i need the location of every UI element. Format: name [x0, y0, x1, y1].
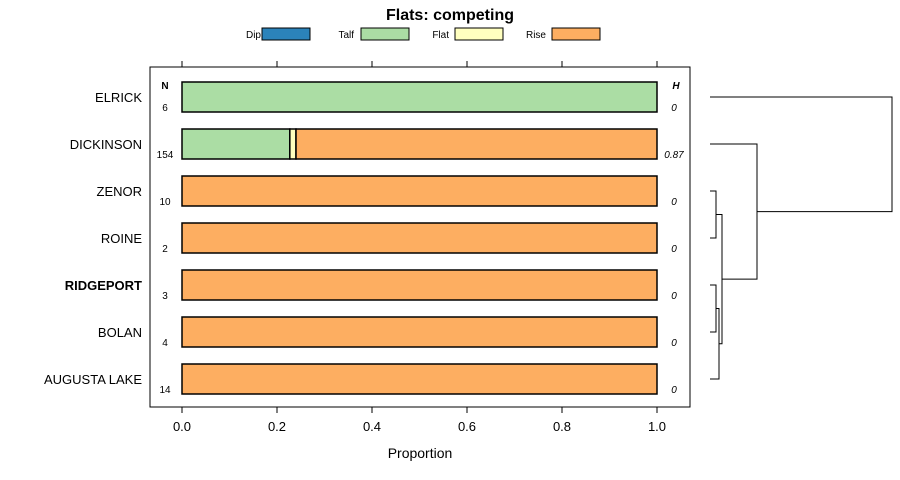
h-value: 0	[671, 291, 677, 302]
dendrogram-branch	[710, 143, 758, 280]
x-tick-label: 0.6	[458, 419, 476, 434]
legend: Dip Talf Flat Rise	[246, 27, 601, 41]
x-axis: 0.0 0.2 0.4 0.6 0.8 1.0	[173, 61, 666, 434]
bar-segment-talf	[181, 128, 291, 160]
h-value: 0	[671, 103, 677, 114]
x-tick-label: 1.0	[648, 419, 666, 434]
bar-segment-rise	[181, 269, 658, 301]
category-label: ZENOR	[97, 184, 143, 199]
legend-label-rise: Rise	[526, 30, 546, 41]
n-column-header: N	[161, 81, 168, 92]
bar-row: ELRICK 6 0	[95, 81, 677, 114]
dendrogram-branch	[710, 190, 717, 239]
n-value: 2	[162, 244, 168, 255]
n-value: 4	[162, 338, 168, 349]
bar-segment-rise	[181, 222, 658, 254]
dendrogram-branch	[710, 96, 893, 213]
category-label: ROINE	[101, 231, 143, 246]
bar-segment-rise	[295, 128, 658, 160]
x-tick-label: 0.2	[268, 419, 286, 434]
chart-title: Flats: competing	[386, 7, 514, 24]
category-label: BOLAN	[98, 325, 142, 340]
legend-swatch-talf	[360, 27, 410, 41]
bar-segment-rise	[181, 316, 658, 348]
dendrogram-branch	[710, 284, 717, 333]
n-value: 154	[157, 150, 174, 161]
bar-row: DICKINSON 154 0.87	[70, 128, 684, 161]
n-value: 14	[159, 385, 171, 396]
h-value: 0	[671, 385, 677, 396]
bar-row: ROINE 2 0	[101, 222, 677, 255]
x-tick-label: 0.0	[173, 419, 191, 434]
n-value: 6	[162, 103, 168, 114]
dendrogram-branch	[710, 308, 720, 380]
x-tick-label: 0.8	[553, 419, 571, 434]
legend-label-flat: Flat	[432, 30, 449, 41]
category-label: ELRICK	[95, 90, 142, 105]
legend-swatch-flat	[454, 27, 504, 41]
category-label: RIDGEPORT	[65, 278, 142, 293]
category-label: DICKINSON	[70, 137, 142, 152]
bar-segment-flat	[289, 128, 297, 160]
h-value: 0	[671, 244, 677, 255]
x-tick-label: 0.4	[363, 419, 381, 434]
bar-segment-rise	[181, 175, 658, 207]
bar-row: BOLAN 4 0	[98, 316, 677, 349]
h-value: 0.87	[664, 150, 684, 161]
bar-row: AUGUSTA LAKE 14 0	[44, 363, 677, 396]
legend-label-dip: Dip	[246, 30, 261, 41]
x-axis-label: Proportion	[388, 445, 453, 461]
h-value: 0	[671, 338, 677, 349]
legend-swatch-rise	[551, 27, 601, 41]
n-value: 3	[162, 291, 168, 302]
n-value: 10	[159, 197, 171, 208]
legend-swatch-dip	[261, 27, 311, 41]
category-label: AUGUSTA LAKE	[44, 372, 142, 387]
h-value: 0	[671, 197, 677, 208]
dendrogram	[710, 96, 893, 380]
plot-panel	[149, 66, 691, 408]
legend-label-talf: Talf	[338, 30, 354, 41]
bar-segment-rise	[181, 363, 658, 395]
bar-segment-talf	[181, 81, 658, 113]
bar-row: ZENOR 10 0	[97, 175, 677, 208]
bar-row: RIDGEPORT 3 0	[65, 269, 677, 302]
h-column-header: H	[672, 81, 680, 92]
